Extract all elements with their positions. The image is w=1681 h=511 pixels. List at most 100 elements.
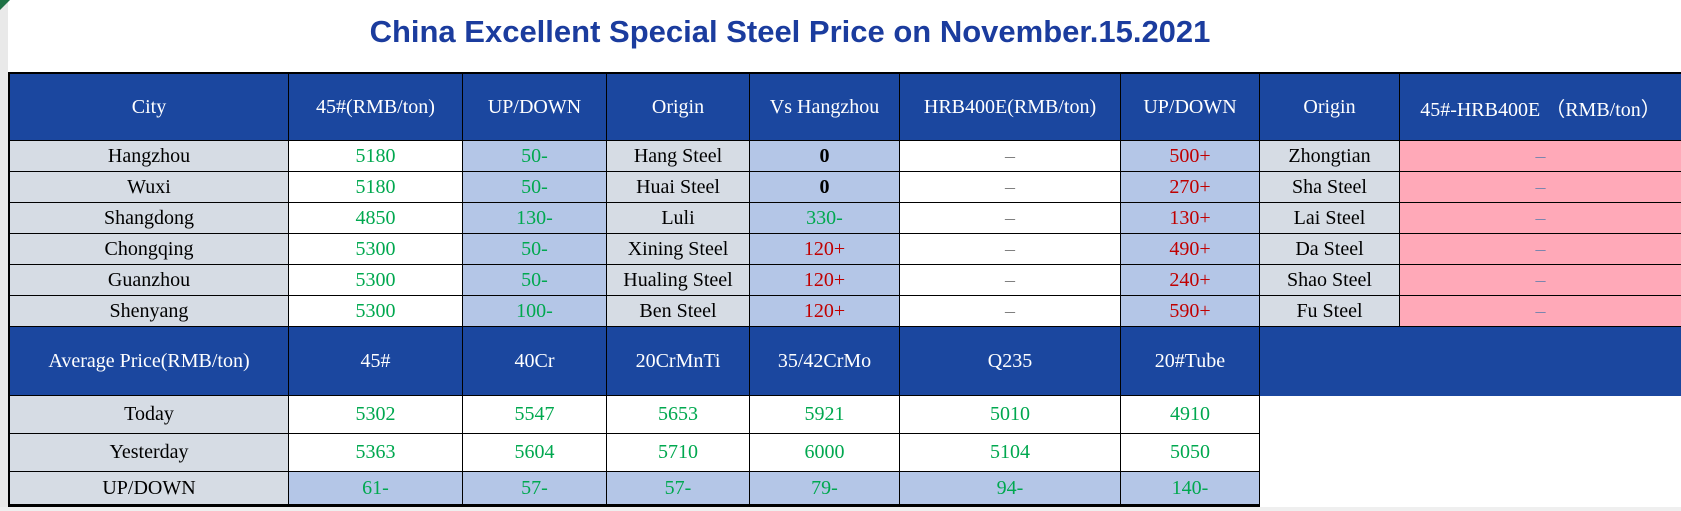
- cell-updown-45: 50-: [463, 234, 607, 265]
- cell-avg-q235: 94-: [900, 472, 1121, 507]
- cell-updown-hrb400e: 590+: [1121, 296, 1260, 327]
- column-header-q235: Q235: [900, 327, 1121, 396]
- column-header-origin-45: Origin: [607, 74, 750, 141]
- price-row-shangdong: Shangdong 4850 130- Luli 330- – 130+ Lai…: [10, 203, 1681, 234]
- average-price-label: Average Price(RMB/ton): [10, 327, 289, 396]
- cell-origin-45: Ben Steel: [607, 296, 750, 327]
- cell-avg-45: 5302: [289, 396, 463, 434]
- next-row-sliver: [0, 507, 1681, 511]
- cell-hrb400e: –: [900, 234, 1121, 265]
- average-row-today: Today 5302 5547 5653 5921 5010 4910: [10, 396, 1681, 434]
- price-row-shenyang: Shenyang 5300 100- Ben Steel 120+ – 590+…: [10, 296, 1681, 327]
- cell-updown-45: 50-: [463, 265, 607, 296]
- price-table-header-row: City 45#(RMB/ton) UP/DOWN Origin Vs Hang…: [10, 74, 1681, 141]
- column-header-3542crmo: 35/42CrMo: [750, 327, 900, 396]
- cell-updown-hrb400e: 130+: [1121, 203, 1260, 234]
- cell-price-45: 5300: [289, 265, 463, 296]
- cell-origin-45: Huai Steel: [607, 172, 750, 203]
- column-header-hrb400e-price: HRB400E(RMB/ton): [900, 74, 1121, 141]
- cell-city: Guanzhou: [10, 265, 289, 296]
- row-label: Today: [10, 396, 289, 434]
- column-header-20crmnti: 20CrMnTi: [607, 327, 750, 396]
- cell-city: Chongqing: [10, 234, 289, 265]
- cell-city: Wuxi: [10, 172, 289, 203]
- column-header-45: 45#: [289, 327, 463, 396]
- empty-area: [1260, 472, 1681, 507]
- cell-hrb400e: –: [900, 172, 1121, 203]
- cell-vs-hangzhou: 120+: [750, 296, 900, 327]
- row-label: Yesterday: [10, 434, 289, 472]
- cell-origin-45: Xining Steel: [607, 234, 750, 265]
- cell-origin-45: Luli: [607, 203, 750, 234]
- cell-diff-45-hrb400e: –: [1400, 172, 1681, 203]
- cell-origin-hrb400e: Sha Steel: [1260, 172, 1400, 203]
- cell-avg-45: 5363: [289, 434, 463, 472]
- cell-origin-45: Hualing Steel: [607, 265, 750, 296]
- cell-avg-20crmnti: 5710: [607, 434, 750, 472]
- column-header-vs-hangzhou: Vs Hangzhou: [750, 74, 900, 141]
- cell-updown-45: 50-: [463, 141, 607, 172]
- cell-updown-45: 100-: [463, 296, 607, 327]
- price-row-guanzhou: Guanzhou 5300 50- Hualing Steel 120+ – 2…: [10, 265, 1681, 296]
- average-row-yesterday: Yesterday 5363 5604 5710 6000 5104 5050: [10, 434, 1681, 472]
- cell-vs-hangzhou: 120+: [750, 265, 900, 296]
- cell-avg-20tube: 5050: [1121, 434, 1260, 472]
- page-title: China Excellent Special Steel Price on N…: [369, 14, 1211, 49]
- cell-origin-45: Hang Steel: [607, 141, 750, 172]
- cell-vs-hangzhou: 0: [750, 141, 900, 172]
- sheet-left-margin: [0, 0, 8, 511]
- empty-area: [1260, 396, 1681, 434]
- empty-area: [1260, 434, 1681, 472]
- cell-hrb400e: –: [900, 141, 1121, 172]
- cell-price-45: 5300: [289, 234, 463, 265]
- cell-diff-45-hrb400e: –: [1400, 234, 1681, 265]
- average-price-header-row: Average Price(RMB/ton) 45# 40Cr 20CrMnTi…: [10, 327, 1681, 396]
- cell-diff-45-hrb400e: –: [1400, 141, 1681, 172]
- cell-updown-hrb400e: 270+: [1121, 172, 1260, 203]
- cell-avg-q235: 5010: [900, 396, 1121, 434]
- cell-price-45: 5300: [289, 296, 463, 327]
- price-row-chongqing: Chongqing 5300 50- Xining Steel 120+ – 4…: [10, 234, 1681, 265]
- cell-city: Shangdong: [10, 203, 289, 234]
- column-header-updown-hrb400e: UP/DOWN: [1121, 74, 1260, 141]
- cell-updown-45: 50-: [463, 172, 607, 203]
- cell-avg-40cr: 5547: [463, 396, 607, 434]
- column-header-20tube: 20#Tube: [1121, 327, 1260, 396]
- column-header-updown-45: UP/DOWN: [463, 74, 607, 141]
- cell-diff-45-hrb400e: –: [1400, 203, 1681, 234]
- price-row-wuxi: Wuxi 5180 50- Huai Steel 0 – 270+ Sha St…: [10, 172, 1681, 203]
- cell-avg-20tube: 4910: [1121, 396, 1260, 434]
- cell-avg-20crmnti: 57-: [607, 472, 750, 507]
- cell-origin-hrb400e: Fu Steel: [1260, 296, 1400, 327]
- cell-updown-hrb400e: 500+: [1121, 141, 1260, 172]
- cell-avg-20tube: 140-: [1121, 472, 1260, 507]
- cell-diff-45-hrb400e: –: [1400, 296, 1681, 327]
- cell-price-45: 5180: [289, 172, 463, 203]
- cell-vs-hangzhou: 0: [750, 172, 900, 203]
- cell-origin-hrb400e: Zhongtian: [1260, 141, 1400, 172]
- cell-price-45: 5180: [289, 141, 463, 172]
- column-header-40cr: 40Cr: [463, 327, 607, 396]
- cell-avg-40cr: 5604: [463, 434, 607, 472]
- cell-updown-hrb400e: 240+: [1121, 265, 1260, 296]
- cell-avg-45: 61-: [289, 472, 463, 507]
- cell-updown-45: 130-: [463, 203, 607, 234]
- cell-diff-45-hrb400e: –: [1400, 265, 1681, 296]
- steel-price-table: City 45#(RMB/ton) UP/DOWN Origin Vs Hang…: [8, 72, 1681, 507]
- cell-vs-hangzhou: 330-: [750, 203, 900, 234]
- cell-price-45: 4850: [289, 203, 463, 234]
- cell-hrb400e: –: [900, 203, 1121, 234]
- column-header-origin-hrb400e: Origin: [1260, 74, 1400, 141]
- price-row-hangzhou: Hangzhou 5180 50- Hang Steel 0 – 500+ Zh…: [10, 141, 1681, 172]
- cell-origin-hrb400e: Da Steel: [1260, 234, 1400, 265]
- excel-corner-mark-icon: [0, 0, 10, 10]
- cell-avg-q235: 5104: [900, 434, 1121, 472]
- column-header-diff-45-hrb400e: 45#-HRB400E （RMB/ton）: [1400, 74, 1681, 141]
- cell-origin-hrb400e: Shao Steel: [1260, 265, 1400, 296]
- column-header-city: City: [10, 74, 289, 141]
- cell-city: Shenyang: [10, 296, 289, 327]
- cell-hrb400e: –: [900, 296, 1121, 327]
- row-label: UP/DOWN: [10, 472, 289, 507]
- cell-vs-hangzhou: 120+: [750, 234, 900, 265]
- cell-avg-40cr: 57-: [463, 472, 607, 507]
